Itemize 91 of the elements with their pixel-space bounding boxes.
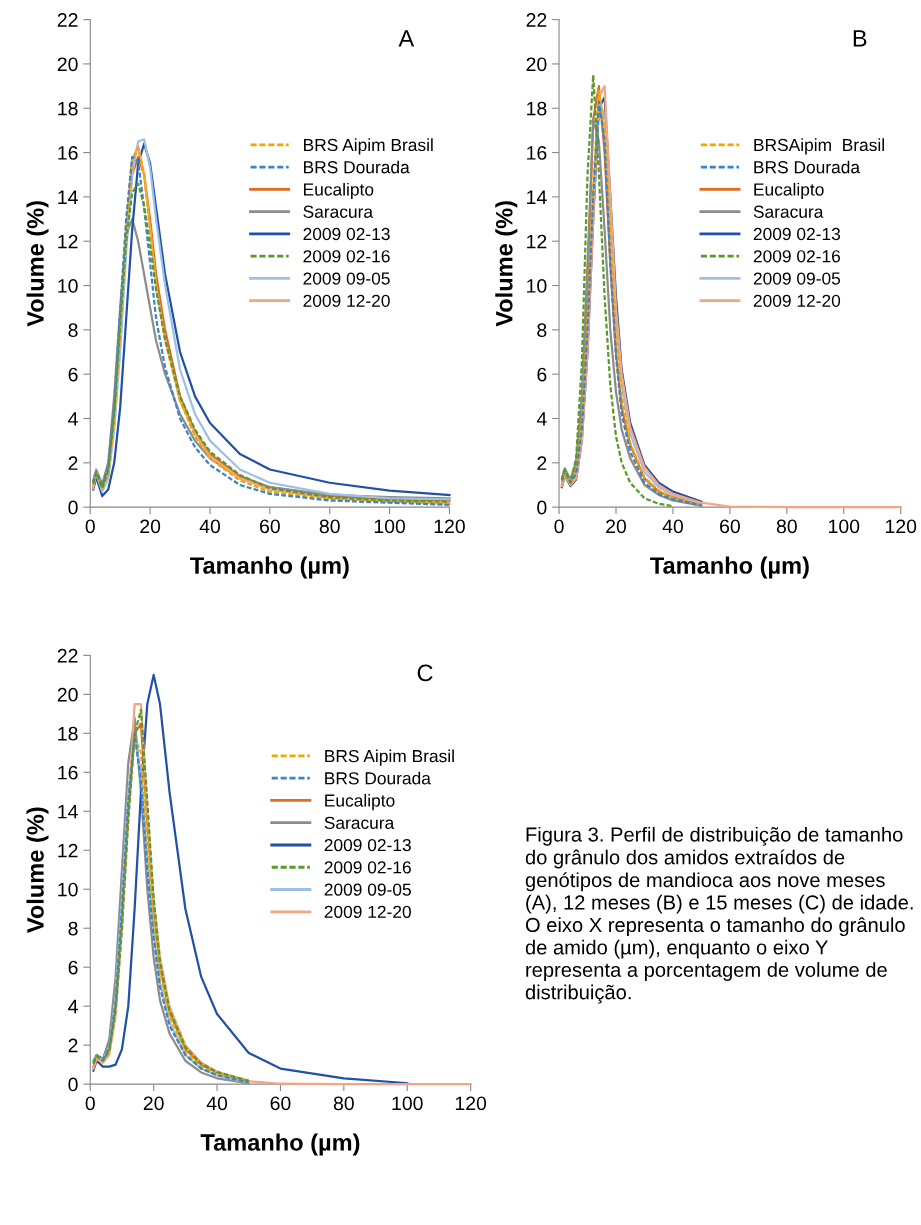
legend-label: BRSAipim Brasil [754, 138, 884, 155]
x-tick-label: 60 [270, 1096, 291, 1111]
y-tick-label: 16 [58, 146, 78, 160]
y-axis-title: Volume (%) [26, 201, 49, 327]
x-axis-title: Tamanho (µm) [190, 556, 349, 579]
x-tick-label: 0 [85, 519, 95, 534]
x-tick-label: 80 [333, 1096, 354, 1111]
y-tick-label: 8 [68, 323, 78, 338]
x-tick-label: 120 [886, 519, 917, 534]
y-tick-label: 16 [527, 146, 547, 160]
x-tick-label: 80 [776, 519, 797, 534]
legend-label: 2009 02-13 [303, 227, 390, 241]
x-tick-label: 40 [199, 519, 221, 534]
y-axis-title: Volume (%) [495, 201, 518, 327]
legend-label: Eucalipto [754, 182, 824, 200]
legend-label: Eucalipto [304, 182, 374, 200]
x-tick-label: 0 [554, 519, 564, 534]
y-tick-label: 6 [68, 960, 78, 975]
x-tick-label: 20 [606, 519, 627, 534]
y-tick-label: 14 [58, 804, 78, 819]
legend-label: 2009 02-16 [753, 250, 841, 263]
y-tick-label: 18 [527, 101, 547, 116]
y-tick-label: 4 [68, 412, 78, 426]
y-tick-label: 20 [57, 687, 78, 702]
legend-label: BRS Aipim Brasil [304, 138, 433, 155]
y-tick-label: 22 [57, 648, 78, 663]
x-axis-title: Tamanho (µm) [650, 556, 809, 579]
y-tick-label: 6 [68, 367, 78, 382]
x-tick-label: 60 [720, 519, 740, 534]
x-tick-label: 120 [434, 519, 465, 534]
y-tick-label: 2 [68, 456, 78, 470]
y-tick-label: 14 [58, 190, 78, 204]
legend-label: BRS Dourada [754, 160, 861, 174]
y-tick-label: 10 [527, 279, 547, 293]
y-tick-label: 22 [526, 13, 547, 27]
y-tick-label: 18 [58, 726, 78, 741]
legend-label: Saracura [324, 816, 395, 829]
legend-label: 2009 02-13 [324, 838, 411, 852]
x-tick-label: 20 [143, 1096, 164, 1111]
legend-label: BRS Dourada [304, 160, 410, 174]
y-tick-label: 4 [68, 999, 78, 1014]
y-tick-label: 12 [527, 234, 547, 249]
legend-label: 2009 12-20 [324, 905, 411, 919]
y-tick-label: 20 [57, 57, 78, 72]
y-tick-label: 2 [68, 1038, 78, 1053]
legend-label: 2009 12-20 [303, 294, 390, 307]
y-tick-label: 16 [58, 765, 78, 780]
legend-label: 2009 02-13 [753, 227, 841, 241]
x-tick-label: 20 [140, 519, 161, 534]
y-tick-label: 10 [58, 279, 78, 293]
y-tick-label: 20 [526, 57, 547, 72]
x-tick-label: 80 [319, 519, 340, 534]
legend-label: 2009 09-05 [753, 272, 841, 285]
x-tick-label: 120 [455, 1096, 487, 1111]
legend-label: 2009 02-16 [324, 861, 411, 874]
x-tick-label: 0 [85, 1096, 95, 1111]
y-tick-label: 14 [527, 190, 547, 204]
legend-label: Eucalipto [325, 793, 395, 811]
y-tick-label: 18 [58, 101, 78, 116]
x-tick-label: 100 [392, 1096, 423, 1111]
y-tick-label: 12 [58, 234, 78, 249]
x-tick-label: 40 [662, 519, 683, 534]
x-tick-label: 40 [206, 1096, 228, 1111]
y-axis-title: Volume (%) [26, 807, 49, 933]
legend-label: 2009 12-20 [753, 294, 841, 307]
y-tick-label: 8 [68, 921, 78, 936]
y-tick-label: 12 [58, 843, 78, 858]
chart-title: B [853, 30, 867, 47]
y-tick-label: 8 [537, 323, 547, 338]
text: Figura 3. Perfil de distribuição de tamanho do grânulo dos amidos extraídos de genótipos de mandioca aos nove meses (A), 12 meses (B) e 15 meses (C) de idade. O eixo X representa o tamanho do grânulo de amido (µm), enquanto o eixo Y representa a porcentagem de volume de distribuição. [525, 826, 913, 1004]
chart-title: C [417, 664, 433, 682]
y-tick-label: 10 [58, 882, 78, 897]
y-tick-label: 0 [68, 1077, 78, 1092]
legend-label: BRS Dourada [325, 771, 431, 785]
legend-label: 2009 09-05 [303, 272, 390, 285]
y-tick-label: 22 [57, 13, 78, 27]
legend-label: BRS Aipim Brasil [325, 749, 454, 766]
x-tick-label: 100 [374, 519, 406, 534]
y-tick-label: 6 [537, 367, 547, 382]
legend-label: Saracura [303, 205, 374, 218]
legend-label: Saracura [753, 205, 824, 218]
x-tick-label: 100 [829, 519, 860, 534]
legend-label: 2009 09-05 [324, 883, 411, 896]
y-tick-label: 2 [537, 456, 547, 470]
legend-label: 2009 02-16 [303, 250, 390, 263]
y-tick-label: 0 [68, 500, 78, 515]
x-tick-label: 60 [260, 519, 280, 534]
y-tick-label: 4 [536, 412, 547, 426]
chart-title: A [398, 30, 415, 47]
x-axis-title: Tamanho (µm) [200, 1133, 360, 1156]
y-tick-label: 0 [537, 500, 547, 515]
